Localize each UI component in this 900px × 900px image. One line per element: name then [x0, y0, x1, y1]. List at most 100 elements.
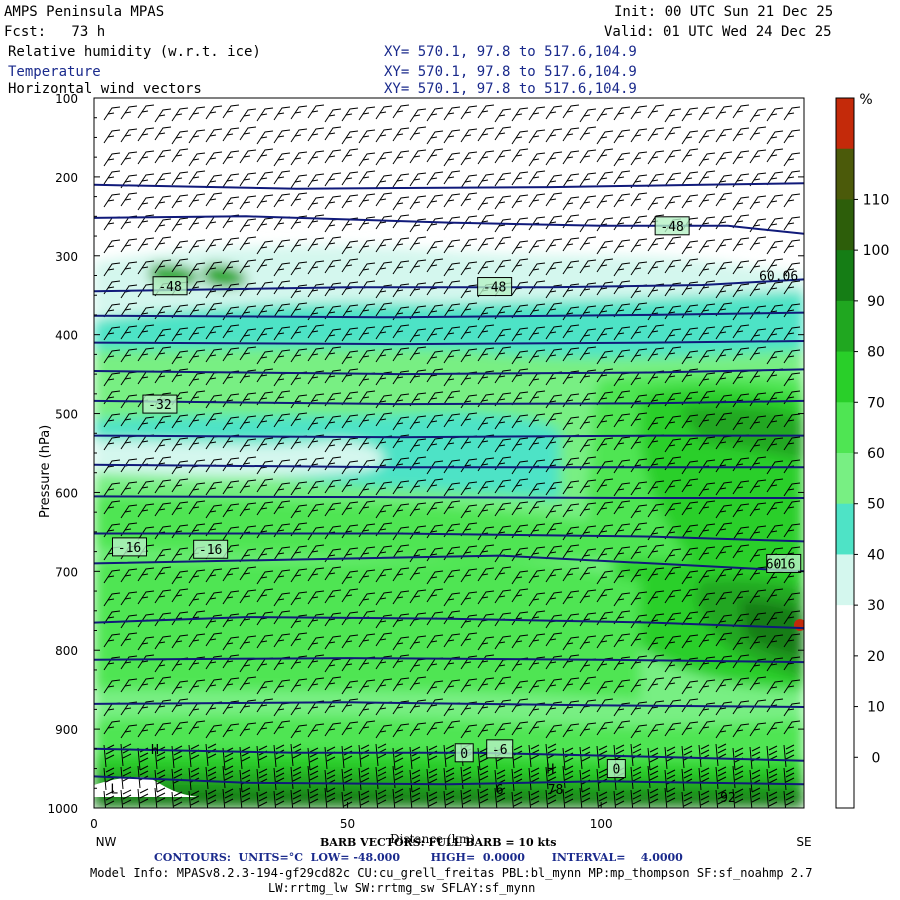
- field-rh-xy: XY= 570.1, 97.8 to 517.6,104.9: [384, 44, 637, 60]
- y-tick-label: 500: [55, 408, 78, 422]
- temperature-isotherm: [94, 532, 804, 543]
- contour-label: -48: [660, 220, 683, 235]
- point-label: 6: [496, 783, 504, 798]
- contour-label: -48: [483, 281, 506, 296]
- temperature-isotherm: [94, 616, 804, 630]
- temperature-isotherm: [94, 657, 804, 664]
- temperature-isotherm: [94, 278, 804, 293]
- contour-labels: -48 -48 -48 -32 -16 -16 -16 0 0 -6 H H L 60.06 60 6 78 92: [110, 216, 802, 806]
- colorbar-unit: %: [859, 92, 872, 108]
- temperature-isotherm: [94, 775, 804, 786]
- colorbar-tick-label: 50: [867, 497, 885, 513]
- temperature-isotherm: [94, 182, 804, 190]
- model-title: AMPS Peninsula MPAS: [4, 4, 165, 20]
- temperature-isotherm: [94, 747, 804, 762]
- colorbar-swatch: [836, 453, 854, 505]
- colorbar-tick-label: 10: [867, 700, 885, 716]
- x-axis-title: Distance (km): [390, 832, 475, 846]
- colorbar-swatch: [836, 706, 854, 758]
- y-tick-label: 200: [55, 171, 78, 185]
- temperature-contours: [94, 182, 804, 786]
- colorbar-tick-label: 30: [867, 598, 885, 614]
- point-label: H: [547, 763, 555, 778]
- contour-label: -32: [148, 398, 171, 413]
- contour-label-box: [654, 216, 690, 236]
- colorbar-swatch: [836, 503, 854, 555]
- y-tick-label: 400: [55, 329, 78, 343]
- colorbar-tick-label: 40: [867, 547, 885, 563]
- y-tick-label: 700: [55, 565, 78, 579]
- colorbar-tick-label: 20: [867, 649, 885, 665]
- colorbar-swatch: [836, 351, 854, 403]
- colorbar-swatch: [836, 554, 854, 606]
- temperature-isotherm: [94, 434, 804, 439]
- temperature-isotherm: [94, 399, 804, 406]
- init-time: Init: 00 UTC Sun 21 Dec 25: [614, 4, 834, 20]
- colorbar-tick-label: 110: [863, 192, 890, 208]
- point-label: 92: [720, 791, 736, 806]
- y-tick-label: 800: [55, 644, 78, 658]
- contour-label-box: [766, 553, 802, 573]
- colorbar-tick-label: 70: [867, 395, 885, 411]
- colorbar-swatch: [836, 757, 854, 809]
- colorbar-swatch: [836, 605, 854, 657]
- temperature-isotherm: [94, 340, 804, 346]
- field-temp-name: Temperature: [8, 64, 101, 80]
- forecast-hour: Fcst: 73 h: [4, 24, 106, 40]
- contour-label-box: [112, 537, 147, 557]
- field-temp-xy: XY= 570.1, 97.8 to 517.6,104.9: [384, 64, 637, 80]
- y-tick-label: 1000: [47, 802, 78, 816]
- model-info: Model Info: MPASv8.2.3-194-gf29cd82c CU:…: [90, 866, 813, 880]
- rh-colorbar: 0 10 20 30 40 50 60 70 80 90 100 110%: [835, 92, 890, 809]
- colorbar-tick-label: 0: [872, 750, 881, 766]
- contour-label: -16: [772, 557, 795, 572]
- temperature-isotherm: [94, 554, 804, 573]
- x-tick-label: 50: [340, 817, 355, 831]
- field-wind-name: Horizontal wind vectors: [8, 81, 202, 97]
- contour-label-box: [606, 759, 626, 779]
- colorbar-swatch: [836, 655, 854, 708]
- y-tick-label: 100: [55, 92, 78, 106]
- colorbar-tick-label: 60: [867, 446, 885, 462]
- x-tick-label: 0: [90, 817, 98, 831]
- colorbar-tick-label: 90: [867, 294, 885, 310]
- valid-time: Valid: 01 UTC Wed 24 Dec 25: [604, 24, 832, 40]
- contour-label-box: [486, 739, 514, 759]
- colorbar-swatch: [836, 402, 854, 454]
- contour-label-box: [193, 539, 229, 559]
- x-end-label-se: SE: [796, 835, 811, 849]
- contour-label: -16: [199, 543, 222, 558]
- wind-barb-field: [103, 104, 801, 808]
- contour-info: CONTOURS: UNITS=°C LOW= -48.000 HIGH= 0.…: [154, 851, 683, 864]
- wind-barbs: [103, 104, 801, 808]
- x-end-label-nw: NW: [96, 835, 117, 849]
- colorbar-tick-label: 100: [863, 243, 890, 259]
- y-tick-label: 300: [55, 250, 78, 264]
- temperature-isotherm: [94, 701, 804, 708]
- colorbar-swatch: [836, 300, 854, 353]
- contour-label: -6: [492, 743, 508, 758]
- colorbar-swatch: [836, 98, 854, 150]
- contour-label: -48: [158, 280, 181, 295]
- point-label: 60.06: [759, 270, 798, 285]
- y-tick-label: 900: [55, 723, 78, 737]
- temperature-isotherm: [94, 215, 804, 235]
- temperature-isotherm: [94, 368, 804, 376]
- point-label: H: [151, 743, 159, 758]
- contour-label-box: [152, 276, 188, 296]
- contour-label-box: [477, 277, 513, 297]
- temperature-isotherm: [94, 495, 804, 499]
- point-label: L: [110, 782, 118, 797]
- y-axis-title: Pressure (hPa): [38, 424, 53, 518]
- colorbar-swatch: [836, 250, 854, 302]
- model-info-line2: LW:rrtmg_lw SW:rrtmg_sw SFLAY:sf_mynn: [268, 881, 536, 895]
- contour-label-box: [142, 394, 178, 414]
- point-label: 60: [766, 557, 782, 572]
- barb-legend: BARB VECTORS: FULL BARB = 10 kts: [320, 836, 557, 849]
- temperature-isotherm: [94, 463, 804, 469]
- colorbar-tick-label: 80: [867, 345, 885, 361]
- point-label: 78: [548, 783, 564, 798]
- contour-label-box: [454, 743, 474, 763]
